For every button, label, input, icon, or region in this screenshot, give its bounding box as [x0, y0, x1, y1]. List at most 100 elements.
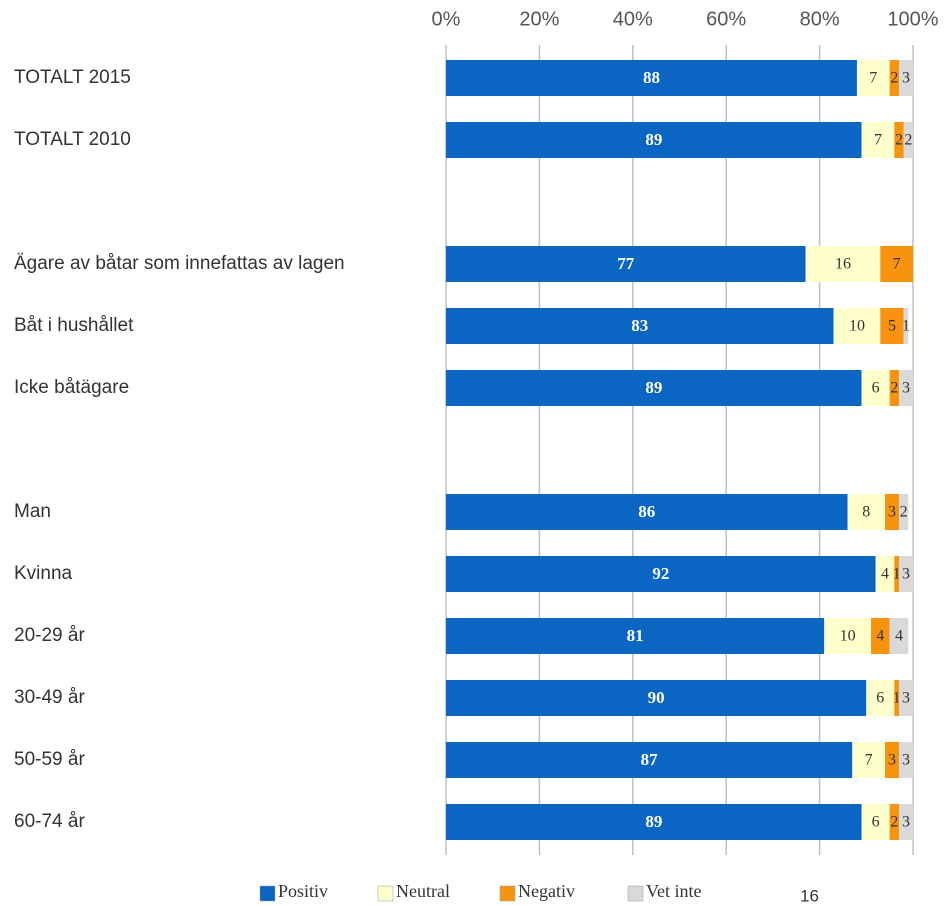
bar-segment [880, 308, 904, 344]
bar-segment [894, 122, 904, 158]
data-label: 4 [881, 566, 889, 583]
bar-segment [870, 618, 890, 654]
bar-segment [856, 60, 890, 96]
bar-segment [861, 122, 895, 158]
bar-segment [446, 742, 853, 778]
data-label: 7 [865, 752, 873, 769]
bar-segment [852, 742, 885, 778]
legend-label: Positiv [278, 881, 328, 901]
data-label: 3 [902, 814, 910, 831]
bar-segment [833, 308, 881, 344]
data-label: 7 [869, 70, 877, 87]
bar-segment [875, 556, 895, 592]
page-number: 16 [800, 886, 819, 905]
bar-segment [903, 308, 909, 344]
bar-segment [898, 494, 909, 530]
bar-segment [446, 618, 825, 654]
bar-segment [446, 370, 862, 406]
legend-swatch [377, 885, 394, 902]
data-label: 89 [645, 812, 662, 831]
bar-segment [805, 246, 881, 282]
x-tick-label: 20% [519, 8, 559, 30]
data-label: 2 [895, 132, 903, 149]
data-label: 16 [835, 256, 851, 273]
category-label: TOTALT 2010 [14, 129, 131, 150]
data-label: 8 [862, 504, 870, 521]
bar-segment [889, 618, 909, 654]
bar-segment [446, 804, 862, 840]
category-label: Icke båtägare [14, 377, 129, 398]
bar-segment [889, 804, 899, 840]
data-label: 3 [902, 70, 910, 87]
legend-swatch [259, 885, 276, 902]
x-tick-label: 60% [706, 8, 746, 30]
data-label: 2 [904, 132, 912, 149]
bar-segment [898, 60, 913, 96]
data-label: 1 [893, 566, 901, 583]
data-label: 81 [627, 626, 644, 645]
bar-segment [861, 804, 890, 840]
bar-segment [889, 60, 899, 96]
bar-segment [446, 60, 857, 96]
data-label: 3 [902, 566, 910, 583]
bar-segment [880, 246, 913, 282]
data-label: 2 [890, 380, 898, 397]
bar-segment [446, 556, 876, 592]
data-label: 6 [872, 380, 880, 397]
x-tick-label: 80% [800, 8, 840, 30]
data-label: 3 [902, 380, 910, 397]
data-label: 2 [890, 70, 898, 87]
bar-segment [898, 804, 913, 840]
bar-segment [446, 494, 848, 530]
category-label: 50-59 år [14, 749, 85, 770]
bar-segment [861, 370, 890, 406]
data-label: 87 [641, 750, 659, 769]
bar-segment [446, 122, 862, 158]
data-label: 1 [902, 318, 910, 335]
data-label: 89 [645, 130, 662, 149]
data-label: 10 [849, 318, 865, 335]
bar-segment [894, 556, 899, 592]
data-label: 90 [648, 688, 665, 707]
data-label: 3 [902, 752, 910, 769]
data-label: 7 [874, 132, 882, 149]
legend-label: Neutral [396, 881, 450, 901]
data-label: 3 [888, 504, 896, 521]
x-tick-label: 40% [613, 8, 653, 30]
legend-label: Vet inte [646, 881, 702, 901]
data-label: 5 [888, 318, 896, 335]
data-label: 88 [643, 68, 660, 87]
bar-segment [884, 494, 899, 530]
bar-segment [866, 680, 895, 716]
bar-segment [903, 122, 913, 158]
bar-segment [898, 680, 913, 716]
category-label: 20-29 år [14, 625, 85, 646]
data-label: 92 [652, 564, 669, 583]
x-tick-label: 100% [887, 8, 938, 30]
category-label: 30-49 år [14, 687, 85, 708]
legend-label: Negativ [518, 881, 575, 901]
legend-swatch [499, 885, 516, 902]
bar-segment [824, 618, 871, 654]
bar-segment [889, 370, 899, 406]
category-label: Man [14, 501, 51, 522]
legend-swatch [627, 885, 644, 902]
bar-segment [894, 680, 899, 716]
bar-segment [847, 494, 885, 530]
bar-segment [898, 370, 913, 406]
data-label: 6 [872, 814, 880, 831]
bar-segment [898, 556, 913, 592]
data-label: 2 [890, 814, 898, 831]
data-label: 2 [900, 504, 908, 521]
bar-segment [446, 246, 806, 282]
data-label: 3 [902, 690, 910, 707]
bar-segment [884, 742, 899, 778]
data-label: 10 [840, 628, 856, 645]
x-tick-label: 0% [432, 8, 461, 30]
data-label: 7 [893, 256, 901, 273]
data-label: 86 [638, 502, 655, 521]
category-label: 60-74 år [14, 811, 85, 832]
data-label: 3 [888, 752, 896, 769]
bar-segment [446, 680, 867, 716]
category-label: Ägare av båtar som innefattas av lagen [14, 253, 345, 274]
